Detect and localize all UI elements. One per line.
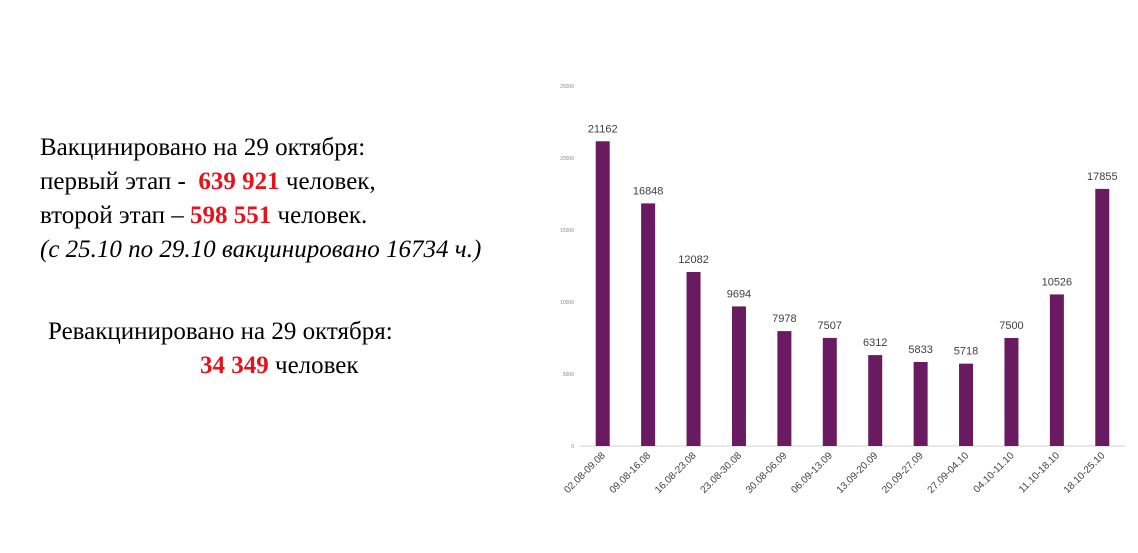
- x-tick-label: 16.08-23.08: [653, 450, 699, 496]
- y-tick-label: 20000: [560, 156, 574, 162]
- y-tick-label: 0: [571, 444, 574, 450]
- bar-value-label: 5718: [954, 346, 978, 358]
- x-tick-label: 23.08-30.08: [699, 450, 745, 496]
- bar-value-label: 6312: [863, 337, 887, 349]
- vaccinated-summary: Вакцинировано на 29 октября: первый этап…: [40, 131, 481, 267]
- revaccinated-unit: человек: [275, 352, 359, 379]
- bar: [822, 337, 837, 446]
- x-tick-label: 06.09-13.09: [789, 450, 835, 496]
- first-stage-unit: человек,: [285, 168, 376, 195]
- bar: [686, 272, 701, 446]
- y-tick-label: 5000: [563, 372, 574, 378]
- bar-value-label: 10526: [1042, 276, 1073, 288]
- x-tick-label: 20.09-27.09: [880, 450, 926, 496]
- x-tick-label: 18.10-25.10: [1062, 450, 1108, 496]
- bar: [868, 355, 883, 446]
- bar: [1049, 294, 1064, 446]
- bar-value-label: 12082: [678, 254, 709, 266]
- y-tick-label: 10000: [560, 300, 574, 306]
- x-tick-label: 30.08-06.09: [744, 450, 790, 496]
- bar-value-label: 21162: [588, 123, 618, 135]
- x-tick-label: 09.08-16.08: [608, 450, 654, 496]
- bar-value-label: 7500: [999, 320, 1023, 332]
- y-tick-label: 15000: [560, 228, 574, 234]
- x-tick-label: 27.09-04.10: [926, 450, 972, 496]
- x-tick-label: 13.09-20.09: [835, 450, 881, 496]
- x-tick-label: 04.10-11.10: [972, 450, 1017, 495]
- revaccinated-heading: Ревакцинировано на 29 октября:: [48, 318, 393, 345]
- vaccinated-heading: Вакцинировано на 29 октября:: [40, 134, 366, 161]
- bar: [1095, 188, 1110, 446]
- first-stage-line: первый этап - 639 921 человек,: [40, 165, 481, 199]
- bar-value-label: 5833: [908, 344, 932, 356]
- revaccinated-value: 34 349: [200, 352, 269, 379]
- y-tick-label: 25000: [560, 84, 574, 90]
- revaccinated-summary: Ревакцинировано на 29 октября: 34 349 че…: [48, 315, 393, 383]
- bar-value-label: 7507: [818, 320, 842, 332]
- first-stage-label: первый этап -: [40, 168, 186, 195]
- bar: [777, 331, 792, 446]
- x-tick-label: 11.10-18.10: [1017, 450, 1062, 495]
- bar-value-label: 7978: [772, 313, 796, 325]
- bar-value-label: 17855: [1087, 171, 1118, 183]
- weekly-note: (с 25.10 по 29.10 вакцинировано 16734 ч.…: [40, 236, 482, 263]
- bar: [641, 203, 656, 446]
- bar: [913, 362, 928, 446]
- bar: [731, 306, 746, 446]
- bar: [959, 363, 974, 446]
- x-tick-label: 02.08-09.08: [562, 450, 608, 496]
- bar-value-label: 9694: [727, 288, 751, 300]
- bar: [595, 141, 610, 446]
- first-stage-value: 639 921: [198, 168, 280, 195]
- second-stage-value: 598 551: [190, 202, 272, 229]
- bar: [1004, 338, 1019, 446]
- second-stage-unit: человек.: [277, 202, 368, 229]
- revaccinated-line: 34 349 человек: [48, 349, 393, 383]
- second-stage-label: второй этап –: [40, 202, 184, 229]
- second-stage-line: второй этап – 598 551 человек.: [40, 199, 481, 233]
- bar-value-label: 16848: [633, 185, 664, 197]
